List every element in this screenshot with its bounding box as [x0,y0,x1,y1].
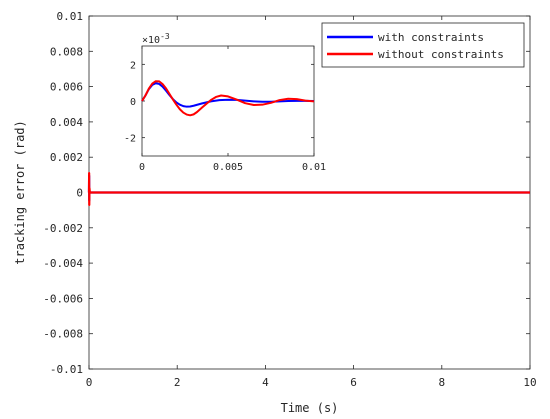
inset-y-tick-label: -2 [124,134,136,145]
inset-series [141,80,315,117]
main-y-tick-label: -0.006 [43,292,83,305]
inset-exponent-label: ×10-3 [142,32,170,46]
y-axis-label: tracking error (rad) [13,120,27,265]
main-y-tick-label: -0.002 [43,222,83,235]
main-series-without-constraints [87,171,530,206]
main-y-tick-label: 0.008 [50,45,83,58]
main-y-tick-label: 0.01 [57,10,84,23]
inset-multiplier: ×10 [142,35,160,46]
x-axis-label: Time (s) [281,401,339,415]
main-x-tick-label: 0 [86,376,93,389]
main-y-tick-labels: -0.01 -0.008 -0.006 -0.004 -0.002 0 0.002 0.004… [43,10,83,376]
main-y-tick-label: 0 [76,187,83,200]
main-x-tick-label: 8 [438,376,445,389]
main-y-tick-label: 0.006 [50,81,83,94]
main-x-tick-label: 10 [523,376,536,389]
main-y-tick-label: -0.008 [43,328,83,341]
legend-box [321,22,525,68]
main-ticks [88,15,531,370]
inset-exponent: -3 [160,32,170,41]
main-x-tick-label: 2 [174,376,181,389]
main-y-tick-label: 0.004 [50,116,83,129]
inset-y-tick-label: 0 [130,97,136,108]
inset-ticks [141,46,315,156]
main-series [87,171,530,206]
inset-series-without-constraints [141,80,315,117]
inset-x-tick-label: 0.01 [302,162,326,173]
inset-y-tick-label: 2 [130,60,136,71]
main-x-tick-labels: 0 2 4 6 8 10 [86,376,537,389]
main-x-tick-label: 4 [262,376,269,389]
inset-x-tick-labels: 0 0.005 0.01 [139,162,326,173]
inset-y-tick-labels: -2 0 2 [124,60,136,144]
legend-label-with-constraints: with constraints [378,31,484,44]
main-y-tick-label: -0.004 [43,257,83,270]
legend: with constraints without constraints [321,22,525,68]
main-y-tick-label: 0.002 [50,151,83,164]
inset-x-tick-label: 0.005 [213,162,243,173]
main-x-tick-label: 6 [350,376,357,389]
main-y-tick-label: -0.01 [50,363,83,376]
inset-x-tick-label: 0 [139,162,145,173]
legend-label-without-constraints: without constraints [378,48,504,61]
